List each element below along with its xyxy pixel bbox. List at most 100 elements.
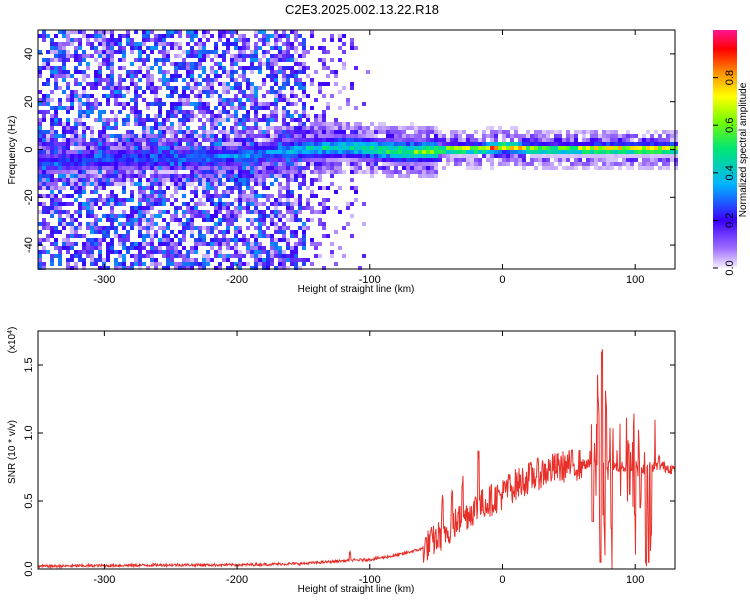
heatmap-cell	[262, 158, 266, 162]
heatmap-cell	[126, 222, 130, 226]
heatmap-cell	[190, 214, 194, 218]
heatmap-cell	[170, 138, 174, 142]
heatmap-cell	[306, 218, 310, 222]
heatmap-cell	[270, 194, 274, 198]
heatmap-cell	[322, 222, 326, 226]
heatmap-cell	[154, 154, 158, 158]
heatmap-cell	[82, 146, 86, 150]
heatmap-cell	[330, 138, 334, 142]
heatmap-cell	[182, 86, 186, 90]
heatmap-cell	[286, 58, 290, 62]
heatmap-cell	[66, 110, 70, 114]
heatmap-cell	[158, 130, 162, 134]
heatmap-cell	[438, 154, 442, 158]
heatmap-cell	[70, 166, 74, 170]
heatmap-cell	[78, 134, 82, 138]
heatmap-cell	[166, 142, 170, 146]
heatmap-cell	[282, 54, 286, 58]
heatmap-cell	[218, 154, 222, 158]
heatmap-cell	[302, 246, 306, 250]
heatmap-cell	[274, 154, 278, 158]
heatmap-cell	[54, 242, 58, 246]
heatmap-cell	[562, 150, 566, 154]
heatmap-cell	[282, 122, 286, 126]
heatmap-cell	[110, 250, 114, 254]
heatmap-cell	[166, 246, 170, 250]
heatmap-cell	[98, 70, 102, 74]
heatmap-cell	[518, 158, 522, 162]
heatmap-cell	[602, 146, 606, 150]
heatmap-cell	[218, 102, 222, 106]
heatmap-cell	[150, 166, 154, 170]
heatmap-cell	[358, 138, 362, 142]
heatmap-cell	[162, 74, 166, 78]
heatmap-cell	[186, 98, 190, 102]
heatmap-cell	[538, 162, 542, 166]
heatmap-cell	[54, 70, 58, 74]
heatmap-cell	[54, 202, 58, 206]
heatmap-cell	[238, 210, 242, 214]
heatmap-cell	[638, 138, 642, 142]
heatmap-cell	[294, 58, 298, 62]
heatmap-cell	[394, 126, 398, 130]
heatmap-cell	[62, 50, 66, 54]
heatmap-cell	[350, 178, 354, 182]
heatmap-cell	[310, 146, 314, 150]
heatmap-cell	[266, 170, 270, 174]
heatmap-cell	[478, 162, 482, 166]
heatmap-cell	[154, 246, 158, 250]
heatmap-cell	[78, 254, 82, 258]
heatmap-cell	[178, 250, 182, 254]
heatmap-cell	[222, 202, 226, 206]
heatmap-cell	[42, 238, 46, 242]
heatmap-cell	[178, 126, 182, 130]
heatmap-cell	[258, 250, 262, 254]
heatmap-cell	[674, 142, 678, 146]
heatmap-cell	[114, 42, 118, 46]
heatmap-cell	[646, 150, 650, 154]
heatmap-cell	[134, 150, 138, 154]
heatmap-cell	[134, 42, 138, 46]
heatmap-cell	[186, 254, 190, 258]
heatmap-cell	[198, 58, 202, 62]
heatmap-cell	[182, 166, 186, 170]
heatmap-cell	[234, 242, 238, 246]
heatmap-cell	[374, 150, 378, 154]
heatmap-cell	[638, 146, 642, 150]
heatmap-cell	[98, 258, 102, 262]
heatmap-cell	[318, 82, 322, 86]
heatmap-cell	[98, 50, 102, 54]
heatmap-cell	[122, 158, 126, 162]
heatmap-cell	[42, 262, 46, 266]
heatmap-cell	[242, 154, 246, 158]
heatmap-cell	[270, 154, 274, 158]
heatmap-cell	[146, 74, 150, 78]
heatmap-cell	[666, 142, 670, 146]
heatmap-cell	[266, 214, 270, 218]
heatmap-cell	[522, 138, 526, 142]
heatmap-cell	[566, 138, 570, 142]
heatmap-cell	[142, 134, 146, 138]
heatmap-cell	[482, 146, 486, 150]
heatmap-cell	[174, 62, 178, 66]
heatmap-cell	[38, 254, 42, 258]
heatmap-cell	[170, 46, 174, 50]
heatmap-cell	[202, 126, 206, 130]
heatmap-cell	[314, 162, 318, 166]
heatmap-cell	[658, 154, 662, 158]
heatmap-cell	[126, 90, 130, 94]
heatmap-cell	[162, 58, 166, 62]
heatmap-cell	[50, 50, 54, 54]
heatmap-cell	[570, 166, 574, 170]
heatmap-cell	[254, 238, 258, 242]
heatmap-cell	[54, 34, 58, 38]
heatmap-cell	[422, 174, 426, 178]
heatmap-cell	[122, 54, 126, 58]
heatmap-cell	[206, 242, 210, 246]
heatmap-cell	[134, 118, 138, 122]
heatmap-cell	[326, 206, 330, 210]
heatmap-cell	[278, 158, 282, 162]
heatmap-cell	[110, 94, 114, 98]
heatmap-cell	[194, 226, 198, 230]
heatmap-cell	[158, 210, 162, 214]
